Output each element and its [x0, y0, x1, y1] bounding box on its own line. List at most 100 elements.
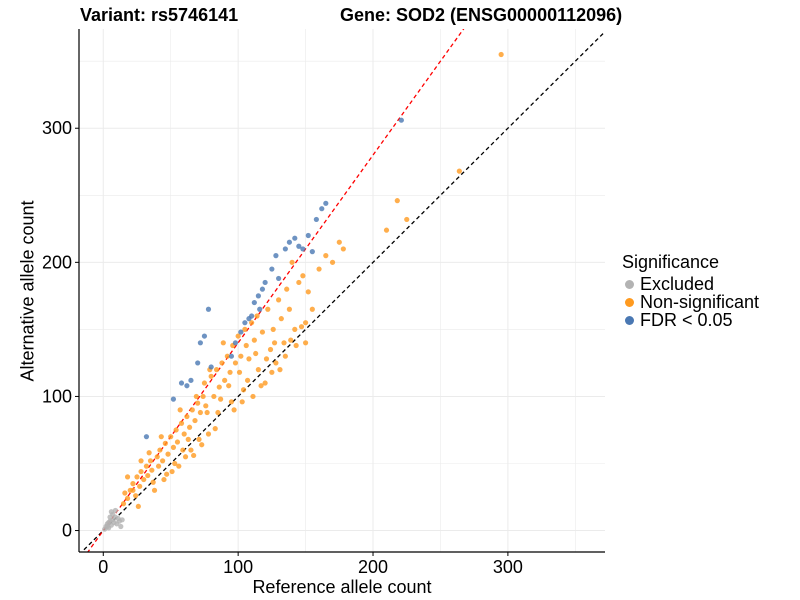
- x-axis-label: Reference allele count: [252, 577, 432, 597]
- point-non-significant: [182, 454, 189, 460]
- x-tick-label: 300: [493, 557, 523, 577]
- point-fdr-0-05: [251, 299, 257, 306]
- point-fdr-0-05: [184, 383, 190, 389]
- point-non-significant: [197, 409, 203, 416]
- point-non-significant: [174, 439, 181, 445]
- point-non-significant: [226, 383, 232, 389]
- point-excluded: [104, 523, 110, 530]
- point-non-significant: [292, 326, 298, 332]
- point-non-significant: [220, 340, 226, 346]
- point-non-significant: [251, 337, 257, 343]
- point-non-significant: [404, 216, 410, 223]
- plot-panel: [79, 29, 605, 552]
- point-non-significant: [211, 393, 217, 400]
- y-tick-label: 200: [42, 252, 72, 272]
- chart-title-variant: Variant: rs5746141: [80, 5, 239, 25]
- equal-ratio-line: [80, 31, 605, 552]
- point-fdr-0-05: [323, 200, 329, 206]
- point-non-significant: [130, 487, 136, 493]
- point-non-significant: [282, 353, 288, 359]
- point-non-significant: [263, 356, 270, 362]
- legend-item-fdr: FDR < 0.05: [622, 309, 759, 330]
- point-non-significant: [309, 306, 315, 312]
- point-fdr-0-05: [170, 396, 177, 402]
- point-non-significant: [271, 340, 278, 346]
- legend: Significance Excluded Non-significant FD…: [622, 252, 759, 330]
- point-fdr-0-05: [296, 243, 302, 249]
- point-non-significant: [208, 373, 214, 379]
- point-fdr-0-05: [276, 275, 282, 282]
- point-non-significant: [212, 426, 218, 432]
- point-non-significant: [213, 367, 220, 373]
- point-fdr-0-05: [242, 320, 248, 326]
- point-non-significant: [219, 360, 225, 366]
- point-non-significant: [239, 399, 245, 405]
- point-non-significant: [130, 481, 136, 487]
- point-non-significant: [162, 440, 168, 446]
- point-non-significant: [205, 431, 212, 437]
- point-non-significant: [250, 393, 256, 400]
- point-fdr-0-05: [300, 246, 306, 252]
- point-fdr-0-05: [398, 117, 404, 123]
- point-non-significant: [203, 403, 209, 409]
- legend-item-excluded: Excluded: [622, 274, 759, 294]
- point-excluded: [106, 519, 112, 526]
- point-non-significant: [323, 253, 329, 259]
- point-non-significant: [249, 320, 255, 326]
- y-tick-label: 300: [42, 118, 72, 138]
- point-fdr-0-05: [228, 353, 235, 359]
- point-non-significant: [456, 168, 462, 174]
- point-non-significant: [238, 353, 244, 359]
- point-non-significant: [215, 409, 221, 416]
- point-non-significant: [273, 360, 279, 366]
- point-non-significant: [293, 342, 299, 349]
- point-non-significant: [188, 447, 194, 453]
- point-non-significant: [138, 468, 144, 475]
- legend-label-fdr: FDR < 0.05: [640, 309, 733, 330]
- point-excluded: [108, 509, 114, 515]
- point-non-significant: [302, 340, 309, 346]
- point-non-significant: [161, 476, 167, 483]
- point-non-significant: [296, 279, 302, 286]
- point-non-significant: [235, 333, 241, 339]
- point-non-significant: [141, 476, 147, 483]
- point-non-significant: [186, 424, 193, 430]
- legend-title: Significance: [622, 252, 720, 272]
- point-fdr-0-05: [178, 380, 185, 386]
- point-non-significant: [150, 479, 156, 485]
- point-non-significant: [143, 463, 150, 469]
- point-non-significant: [329, 259, 336, 265]
- point-non-significant: [244, 377, 251, 383]
- point-non-significant: [498, 51, 504, 58]
- point-fdr-0-05: [232, 340, 239, 346]
- point-non-significant: [177, 407, 183, 413]
- point-non-significant: [180, 447, 186, 453]
- point-non-significant: [195, 400, 201, 406]
- point-non-significant: [265, 306, 271, 312]
- point-non-significant: [201, 380, 208, 386]
- point-non-significant: [176, 463, 182, 469]
- point-non-significant: [138, 458, 144, 464]
- point-non-significant: [232, 360, 239, 366]
- data-points: [102, 51, 504, 532]
- point-fdr-0-05: [282, 246, 288, 252]
- point-fdr-0-05: [188, 377, 194, 383]
- point-non-significant: [184, 413, 190, 420]
- point-non-significant: [124, 474, 131, 480]
- point-non-significant: [231, 407, 237, 413]
- point-non-significant: [255, 367, 261, 373]
- y-axis-label: Alternative allele count: [17, 200, 38, 382]
- point-non-significant: [199, 442, 205, 448]
- point-non-significant: [133, 493, 139, 499]
- point-non-significant: [277, 367, 283, 373]
- chart-title-gene: Gene: SOD2 (ENSG00000112096): [340, 5, 623, 25]
- legend-dot-excluded: [625, 279, 634, 289]
- point-non-significant: [165, 451, 171, 457]
- x-tick-label: 200: [358, 557, 388, 577]
- point-non-significant: [224, 353, 230, 359]
- point-non-significant: [178, 420, 185, 426]
- point-non-significant: [149, 467, 155, 473]
- x-tick-label: 0: [98, 557, 108, 577]
- x-tick-label: 100: [223, 557, 253, 577]
